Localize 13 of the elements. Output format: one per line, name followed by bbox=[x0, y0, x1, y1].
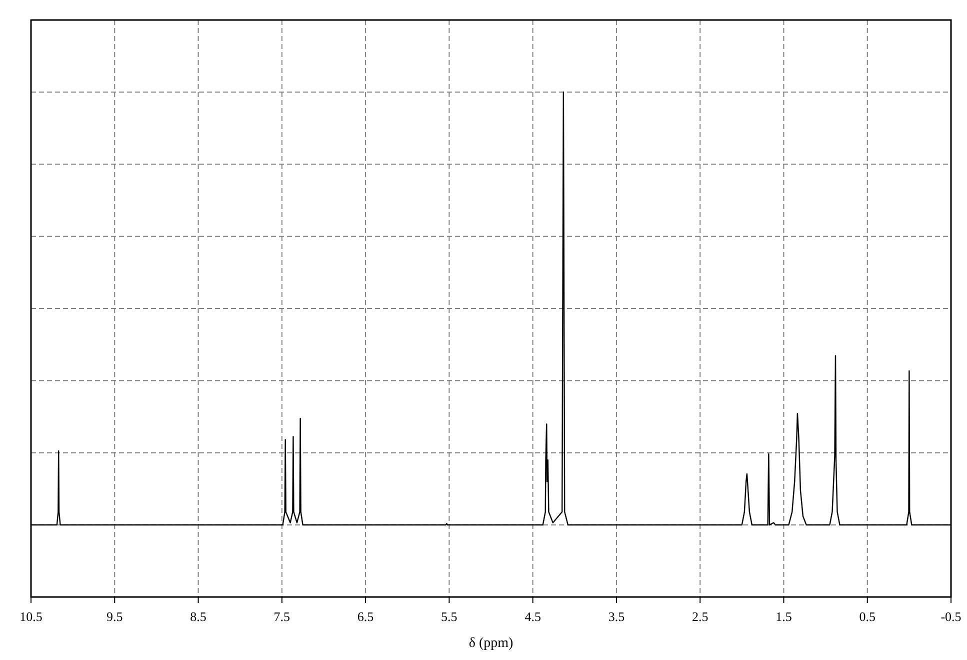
x-tick-label: -0.5 bbox=[940, 609, 962, 624]
x-tick-label: 4.5 bbox=[524, 609, 541, 624]
x-axis-title: δ (ppm) bbox=[468, 636, 514, 651]
x-tick-label: 9.5 bbox=[106, 609, 123, 624]
x-tick-label: 0.5 bbox=[859, 609, 876, 624]
x-tick-label: 8.5 bbox=[190, 609, 206, 624]
x-tick-label: 2.5 bbox=[692, 609, 708, 624]
x-tick-label: 5.5 bbox=[441, 609, 458, 624]
x-tick-label: 10.5 bbox=[20, 609, 42, 624]
x-tick-label: 3.5 bbox=[608, 609, 625, 624]
x-tick-label: 1.5 bbox=[776, 609, 792, 624]
x-tick-label: 7.5 bbox=[274, 609, 290, 624]
x-tick-label: 6.5 bbox=[357, 609, 374, 624]
